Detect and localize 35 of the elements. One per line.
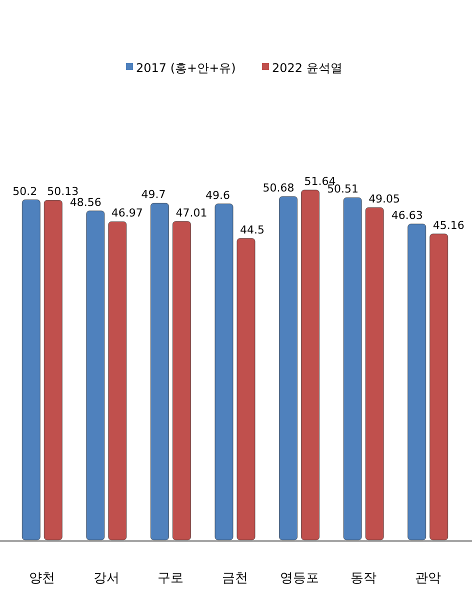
data-label: 47.01 (176, 206, 208, 220)
data-label: 50.13 (47, 185, 79, 198)
bar (214, 204, 234, 540)
x-tick-label: 영등포 (280, 571, 319, 586)
x-tick-label: 금천 (222, 571, 248, 586)
bar (44, 200, 62, 540)
data-label: 46.63 (391, 208, 423, 222)
bar (108, 221, 127, 540)
x-tick-label: 강서 (93, 571, 120, 586)
bar (150, 202, 169, 540)
bar (365, 207, 384, 540)
bar (86, 210, 105, 540)
bar (408, 224, 426, 540)
bar (301, 190, 320, 540)
x-tick-label: 구로 (158, 571, 184, 586)
bar (279, 196, 298, 540)
data-label: 48.56 (70, 196, 102, 209)
data-label: 49.6 (206, 188, 230, 202)
data-label: 45.16 (432, 218, 464, 232)
bar (430, 234, 448, 540)
bar (236, 238, 256, 540)
x-tick-label: 동작 (350, 571, 377, 586)
data-label: 50.2 (12, 184, 38, 198)
legend-label: 2017 (홍+안+유) (136, 61, 236, 75)
x-tick-label: 관악 (414, 571, 441, 586)
data-label: 49.7 (141, 188, 166, 202)
data-label: 49.05 (368, 192, 400, 206)
legend-label: 2022 윤석열 (272, 61, 342, 75)
bar (172, 221, 191, 540)
data-label: 44.5 (240, 223, 264, 236)
bar (22, 200, 40, 540)
data-label: 50.68 (262, 182, 294, 195)
data-label: 46.97 (111, 206, 143, 220)
bar (343, 197, 362, 540)
x-tick-label: 양천 (29, 571, 56, 586)
